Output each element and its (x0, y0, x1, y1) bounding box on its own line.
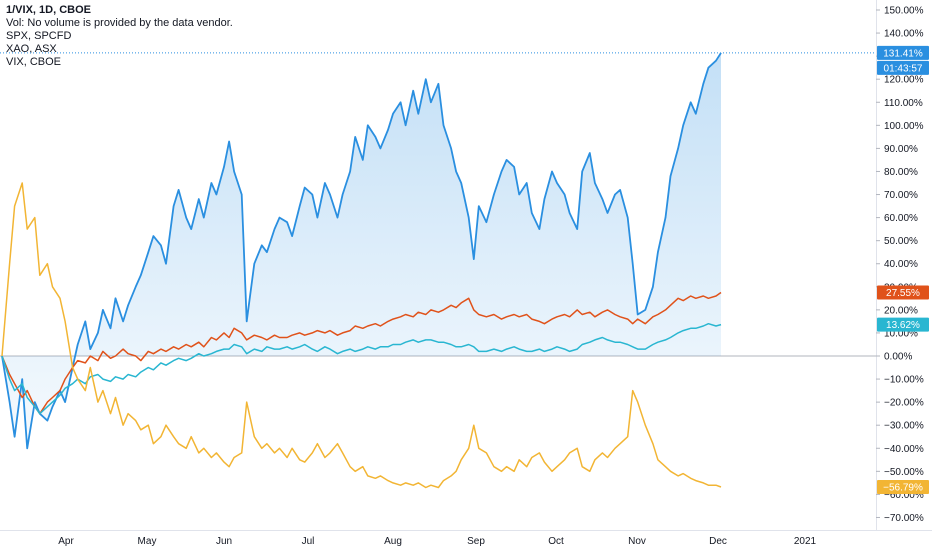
y-tick-label: −60.00% (884, 490, 924, 501)
y-tick-label: 0.00% (884, 352, 912, 363)
series-line-xao-asx[interactable] (1, 291, 722, 415)
y-tick-label: −10.00% (884, 375, 924, 386)
legend-series-spx[interactable]: SPX, SPCFD (6, 30, 72, 42)
last-value-badge-text: 131.41% (883, 48, 923, 59)
x-tick-label: May (138, 536, 157, 547)
y-tick-label: −50.00% (884, 467, 924, 478)
time-scale[interactable]: Apr May Jun Jul Aug Sep Oct Nov Dec 2021 (0, 530, 932, 548)
last-value-badge-1-vix-cboe (877, 45, 929, 60)
last-value-badge-text: 13.62% (886, 320, 920, 331)
x-tick-label: Sep (467, 536, 485, 547)
y-tick-label: 40.00% (884, 259, 918, 270)
y-tick-label: 20.00% (884, 305, 918, 316)
x-tick-label: Jul (302, 536, 315, 547)
y-tick-label: 110.00% (884, 98, 923, 109)
plot-area (0, 52, 876, 489)
legend-volume-note: Vol: No volume is provided by the data v… (6, 17, 233, 29)
bar-countdown-text: 01:43:57 (884, 63, 923, 74)
y-tick-label: −20.00% (884, 398, 924, 409)
x-tick-label: Aug (384, 536, 402, 547)
x-tick-label: Dec (709, 536, 727, 547)
last-value-badge-text: 27.55% (886, 288, 920, 299)
y-tick-label: −40.00% (884, 444, 924, 455)
x-tick-label: Jun (216, 536, 232, 547)
y-tick-label: 50.00% (884, 236, 918, 247)
y-tick-label: −70.00% (884, 513, 924, 524)
last-value-badge-xao-asx (877, 285, 929, 300)
y-tick-label: 120.00% (884, 75, 924, 86)
price-scale[interactable]: 150.00%140.00%130.00%120.00%110.00%100.0… (876, 0, 924, 530)
chart-legend: 1/VIX, 1D, CBOE Vol: No volume is provid… (6, 4, 233, 69)
series-line-1-vix-cboe[interactable] (1, 52, 722, 450)
last-value-badge-vix-cboe (877, 479, 929, 494)
last-value-badge-text: −56.79% (883, 482, 923, 493)
legend-series-xao[interactable]: XAO, ASX (6, 43, 57, 55)
x-tick-label: Apr (58, 536, 74, 547)
y-tick-label: 140.00% (884, 29, 924, 40)
y-tick-label: 10.00% (884, 328, 918, 339)
x-tick-label: Oct (548, 536, 564, 547)
y-tick-label: −30.00% (884, 421, 924, 432)
y-tick-label: 90.00% (884, 144, 918, 155)
legend-series-vix[interactable]: VIX, CBOE (6, 56, 62, 68)
y-tick-label: 80.00% (884, 167, 918, 178)
legend-title: 1/VIX, 1D, CBOE (6, 4, 91, 16)
y-tick-label: 150.00% (884, 6, 924, 17)
last-value-badges: 131.41% 01:43:57 27.55% 13.62% −56.79% (877, 45, 929, 494)
x-tick-label: 2021 (794, 536, 817, 547)
series-line-vix-cboe[interactable] (1, 182, 722, 489)
series-line-spx-spcfd[interactable] (1, 322, 722, 415)
y-tick-label: 60.00% (884, 213, 918, 224)
bar-countdown-badge (877, 60, 929, 75)
y-tick-label: 70.00% (884, 190, 918, 201)
series-area-1-vix-cboe (2, 52, 721, 449)
last-value-badge-spx-spcfd (877, 317, 929, 332)
y-tick-label: 100.00% (884, 121, 924, 132)
x-tick-label: Nov (628, 536, 646, 547)
